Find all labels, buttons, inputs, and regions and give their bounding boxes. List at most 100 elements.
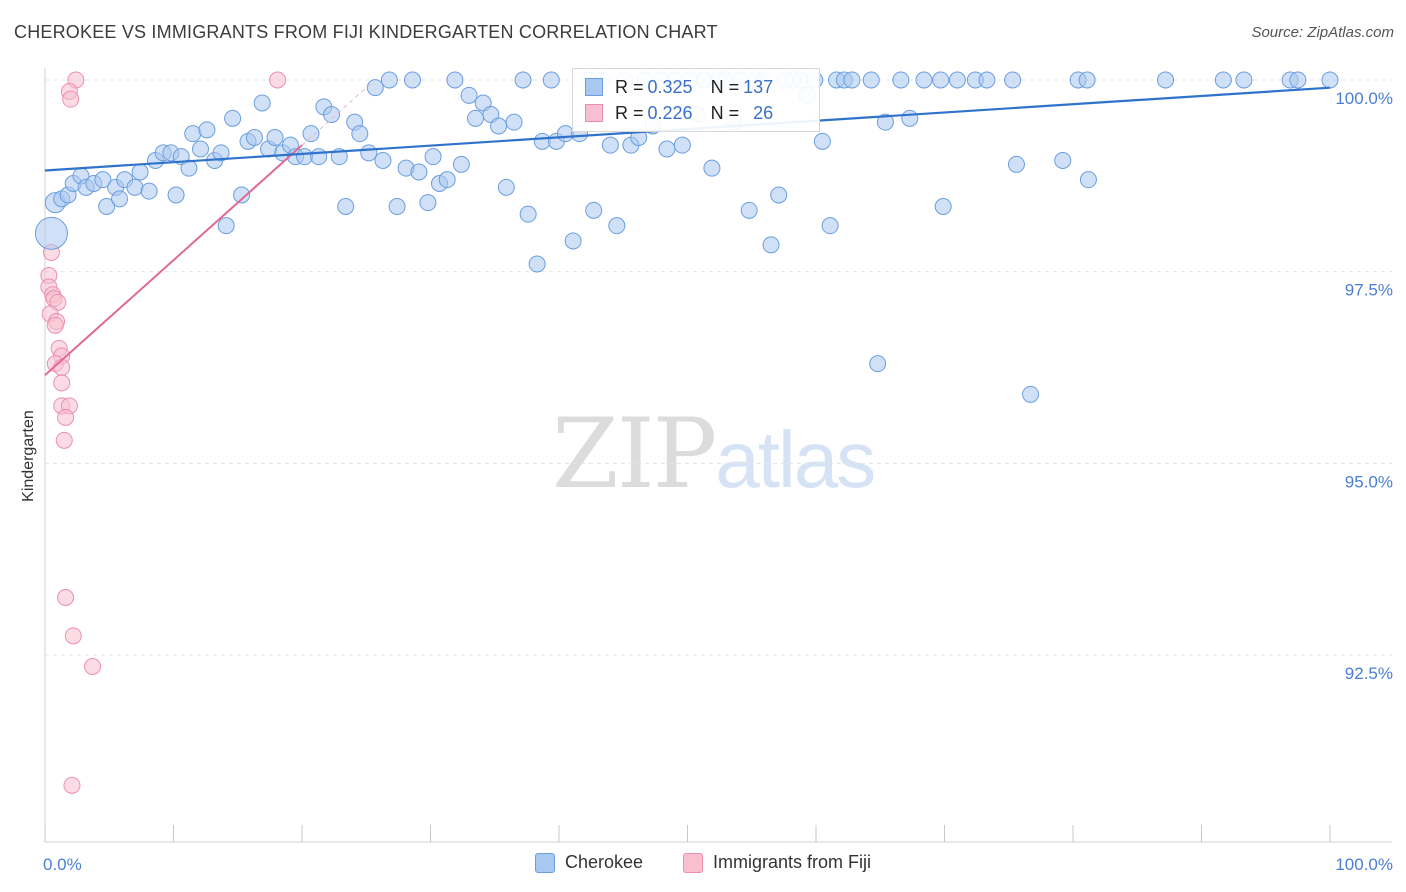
x-tick-label: 100.0% [1335,855,1393,874]
fiji-point [55,431,73,449]
legend-row-fiji: R = 0.226 N = 26 [585,101,777,125]
cherokee-point [673,136,691,154]
cherokee-point [424,148,442,166]
watermark-atlas: atlas [715,415,876,504]
cherokee-point [34,216,68,250]
cherokee-point [762,236,780,254]
axes [44,68,1392,843]
cherokee-point [131,163,149,181]
fiji-trend-line [44,144,303,376]
cherokee-point [703,159,721,177]
cherokee-point [323,106,341,123]
cherokee-point [266,129,284,146]
legend-n-value: 26 [753,102,774,123]
y-tick-label: 100.0% [1335,89,1393,108]
cherokee-point [490,117,508,135]
cherokee-point [901,109,919,127]
legend-item-cherokee[interactable]: Cherokee [534,852,644,873]
cherokee-point [217,217,235,235]
fiji-point [46,316,64,334]
fiji-point [62,90,80,108]
cherokee-point [843,71,861,89]
cherokee-point [366,79,384,97]
legend-n-value: 137 [743,76,774,97]
cherokee-point [140,182,158,200]
cherokee-point [564,232,582,250]
cherokee-point [253,94,271,112]
watermark-zip: ZIP [552,398,717,510]
cherokee-point [821,217,839,235]
cherokee-point [770,186,788,204]
cherokee-point [94,171,112,189]
cherokee-point [198,121,216,139]
x-tick-label: 0.0% [43,855,82,874]
cherokee-point [740,201,758,219]
cherokee-point [310,148,328,166]
cherokee-point [915,71,933,89]
cherokee-point [869,355,887,373]
fiji-point [53,374,71,392]
legend-swatch-cherokee [534,852,555,873]
cherokee-point [862,71,880,89]
cherokee-point [296,148,314,166]
cherokee-point [813,132,831,150]
cherokee-point [1007,155,1025,173]
fiji-point [64,627,82,645]
cherokee-point [184,125,202,143]
cherokee-point [126,178,144,196]
watermark: ZIPatlas [552,398,876,510]
cherokee-point [167,186,185,204]
fiji-point [84,658,102,675]
cherokee-point [233,186,251,204]
fiji-point [269,71,287,89]
cherokee-point [658,140,676,158]
cherokee-point [934,198,952,215]
cherokee-point [351,125,369,143]
cherokee-point [1214,71,1232,89]
cherokee-point [876,113,894,131]
cherokee-point [410,163,428,181]
axis-labels: 92.5% 95.0% 97.5% 100.0% 0.0% 100.0% Kindergar… [20,89,1393,874]
cherokee-point [892,71,910,89]
cherokee-point [542,71,560,89]
y-tick-label: 97.5% [1345,281,1393,300]
cherokee-point [380,71,398,89]
legend-n-label: N = [710,76,740,97]
fiji-point [57,408,75,426]
cherokee-point [1079,171,1097,189]
cherokee-point [1022,385,1040,403]
cherokee-point [528,255,546,273]
series-legend: Cherokee Immigrants from Fiji [0,852,1406,873]
cherokee-point [446,71,464,89]
cherokee-point [1004,71,1022,89]
cherokee-point [505,113,523,131]
cherokee-point [601,136,619,154]
cherokee-point [497,178,515,196]
legend-r-value: 0.226 [647,102,693,123]
cherokee-point [337,198,355,215]
fiji-point [53,359,71,376]
cherokee-point [302,125,320,143]
legend-n-label: N = [710,102,740,123]
cherokee-point [948,71,966,89]
cherokee-point [1289,71,1307,89]
stats-legend: R = 0.325 N = 137 R = 0.226 N = 26 [572,68,820,132]
legend-swatch-fiji [585,104,603,122]
legend-r-label: R = [615,76,644,97]
cherokee-point [374,152,392,169]
cherokee-point [1321,71,1339,89]
cherokee-point [245,129,263,146]
cherokee-point [452,155,470,173]
cherokee-point [533,132,551,150]
legend-label-cherokee: Cherokee [564,852,644,872]
cherokee-point [460,86,478,104]
legend-item-fiji[interactable]: Immigrants from Fiji [683,852,871,873]
cherokee-point [519,205,537,223]
cherokee-point [1235,71,1253,89]
y-axis-title: Kindergarten [20,410,37,502]
legend-row-cherokee: R = 0.325 N = 137 [585,75,777,99]
cherokee-point [191,140,209,158]
cherokee-point [404,71,422,89]
cherokee-point [514,71,532,89]
